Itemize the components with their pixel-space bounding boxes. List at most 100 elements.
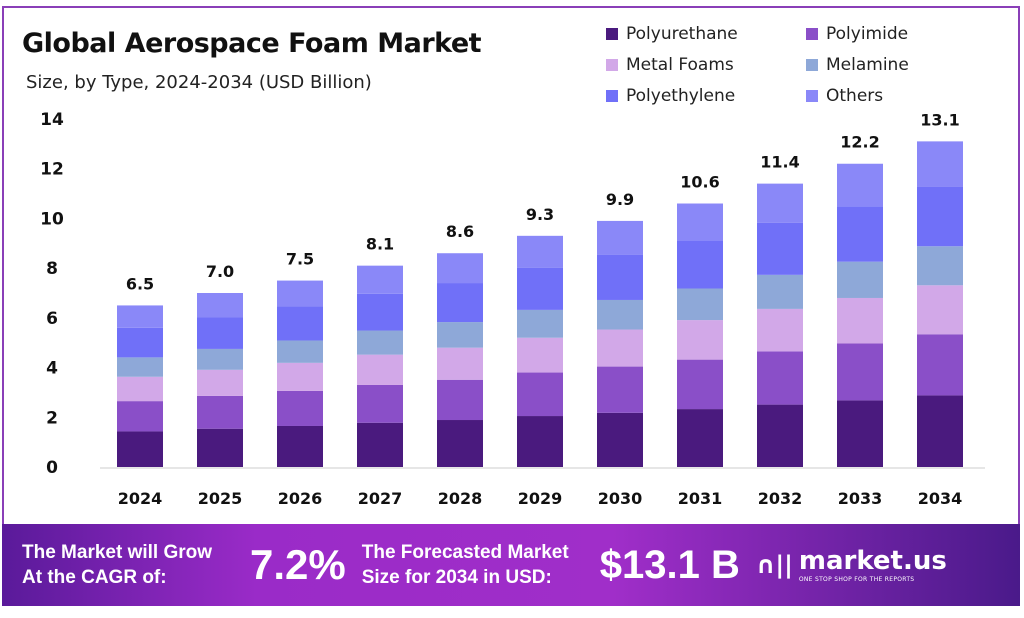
footer-banner: The Market will Grow At the CAGR of: 7.2… [2, 524, 1020, 606]
x-tick-label: 2027 [358, 489, 403, 508]
legend-swatch [806, 59, 818, 71]
bar-total-label: 10.6 [680, 173, 719, 192]
bar-segment-melamine [357, 330, 403, 355]
y-tick-label: 12 [40, 160, 64, 180]
bar-segment-polyurethane [197, 428, 243, 467]
legend-label: Polyurethane [626, 24, 738, 44]
bar-segment-melamine [277, 340, 323, 363]
bar-total-label: 12.2 [840, 133, 879, 152]
x-tick-label: 2029 [518, 489, 563, 508]
bar-segment-melamine [677, 288, 723, 321]
bar-segment-polyethylene [277, 306, 323, 341]
bar-segment-others [757, 183, 803, 223]
y-tick-label: 0 [46, 458, 58, 478]
x-tick-label: 2033 [838, 489, 883, 508]
bar-segment-polyimide [197, 395, 243, 429]
y-tick-label: 2 [46, 408, 58, 428]
bar-segment-polyethylene [917, 186, 963, 247]
bar-total-label: 8.1 [366, 235, 394, 254]
bar-segment-polyurethane [517, 416, 563, 467]
bar-total-label: 9.3 [526, 205, 554, 224]
bar-segment-metal-foams [117, 376, 163, 402]
bar-segment-others [597, 220, 643, 255]
legend-label: Polyethylene [626, 86, 736, 106]
bar-segment-polyimide [597, 366, 643, 413]
bar-segment-polyimide [117, 401, 163, 432]
bar-segment-metal-foams [677, 320, 723, 360]
bar-segment-melamine [437, 322, 483, 348]
bar-segment-metal-foams [437, 347, 483, 380]
x-tick-label: 2026 [278, 489, 323, 508]
bar-segment-polyethylene [597, 254, 643, 300]
legend-label: Melamine [826, 55, 909, 75]
legend-swatch [806, 28, 818, 40]
bar-segment-polyethylene [357, 293, 403, 331]
legend-item: Polyimide [806, 24, 908, 44]
bar-total-label: 9.9 [606, 190, 634, 209]
bar-segment-polyurethane [917, 395, 963, 467]
bar-total-label: 8.6 [446, 222, 474, 241]
bar-segment-metal-foams [517, 337, 563, 373]
bar-segment-others [197, 293, 243, 318]
bar-segment-polyurethane [277, 425, 323, 467]
x-tick-label: 2034 [918, 489, 963, 508]
forecast-value: $13.1 B [599, 543, 740, 587]
cagr-label: The Market will Grow At the CAGR of: [22, 542, 213, 588]
x-tick-label: 2030 [598, 489, 643, 508]
legend-item: Polyethylene [606, 86, 735, 106]
bar-segment-melamine [597, 299, 643, 330]
bar-segment-melamine [517, 309, 563, 338]
bar-segment-polyethylene [517, 267, 563, 310]
bar-segment-metal-foams [197, 369, 243, 396]
bar-segment-others [917, 141, 963, 187]
bar-segment-others [437, 253, 483, 284]
bar-segment-polyimide [677, 359, 723, 410]
legend-item: Melamine [806, 55, 909, 75]
bar-segment-metal-foams [837, 297, 883, 344]
bar-segment-polyimide [437, 379, 483, 421]
brand-logo-icon: ∩|| [755, 551, 793, 579]
bar-segment-polyethylene [197, 317, 243, 349]
bar-segment-others [517, 235, 563, 268]
bar-segment-polyimide [277, 390, 323, 426]
bar-segment-polyimide [517, 372, 563, 417]
bar-segment-metal-foams [917, 285, 963, 335]
bar-total-label: 11.4 [760, 153, 799, 172]
bar-segment-polyurethane [117, 431, 163, 467]
bar-segment-polyurethane [837, 400, 883, 467]
y-tick-label: 4 [46, 359, 58, 379]
legend-label: Metal Foams [626, 55, 734, 75]
bar-segment-polyurethane [597, 412, 643, 467]
bar-segment-others [677, 203, 723, 241]
bar-segment-melamine [757, 274, 803, 309]
bar-segment-melamine [197, 348, 243, 370]
bar-segment-others [277, 280, 323, 307]
y-tick-label: 14 [40, 110, 64, 130]
x-tick-label: 2028 [438, 489, 483, 508]
bar-segment-melamine [837, 261, 883, 298]
x-tick-label: 2024 [118, 489, 163, 508]
bar-segment-polyimide [917, 334, 963, 396]
bar-segment-metal-foams [357, 354, 403, 385]
legend-swatch [806, 90, 818, 102]
bar-segment-others [837, 163, 883, 207]
y-tick-label: 6 [46, 309, 58, 329]
bar-segment-polyethylene [437, 283, 483, 323]
legend-swatch [606, 59, 618, 71]
legend-swatch [606, 90, 618, 102]
bar-segment-polyurethane [757, 404, 803, 467]
forecast-label: The Forecasted Market Size for 2034 in U… [361, 542, 569, 588]
brand-tagline: ONE STOP SHOP FOR THE REPORTS [798, 575, 915, 583]
y-tick-label: 8 [46, 259, 58, 279]
bar-segment-polyethylene [677, 240, 723, 289]
bar-segment-others [117, 305, 163, 328]
y-tick-label: 10 [40, 209, 64, 229]
bar-segment-metal-foams [277, 362, 323, 391]
bar-segment-polyimide [757, 351, 803, 405]
bar-segment-melamine [117, 357, 163, 377]
bar-segment-polyethylene [117, 327, 163, 358]
bar-segment-others [357, 265, 403, 294]
legend-swatch [606, 28, 618, 40]
bar-segment-polyimide [357, 384, 403, 423]
x-tick-label: 2025 [198, 489, 243, 508]
